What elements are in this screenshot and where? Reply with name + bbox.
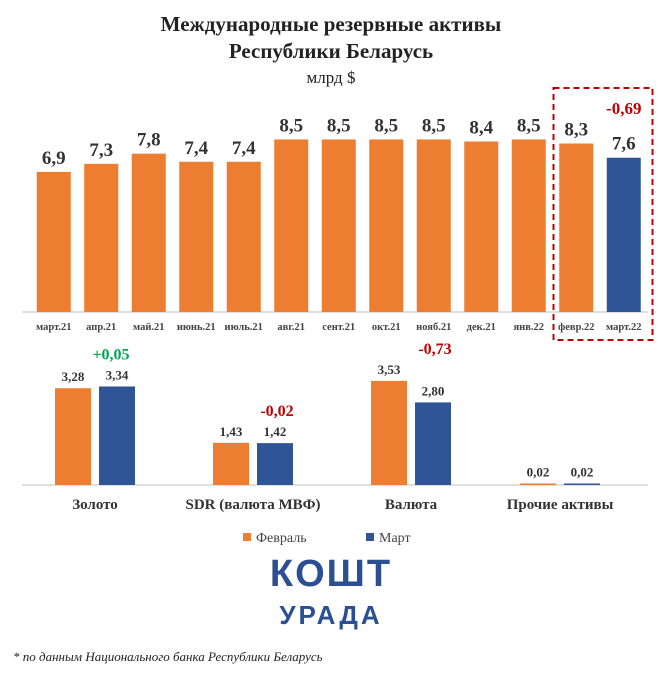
value-label: 3,53 xyxy=(378,362,401,377)
bar-янв.22 xyxy=(511,139,546,312)
tick-label: сент.21 xyxy=(322,322,355,333)
change-label: -0,02 xyxy=(260,403,293,420)
change-label: -0,69 xyxy=(606,99,641,118)
value-label: 8,5 xyxy=(327,115,351,136)
bar-SDR (валюта МВФ)-Февраль xyxy=(213,442,249,485)
bar-SDR (валюта МВФ)-Март xyxy=(257,443,293,485)
value-label: 8,4 xyxy=(469,117,493,138)
tick-label: февр.22 xyxy=(558,322,595,333)
value-label: 7,8 xyxy=(137,130,161,151)
logo: КОШТ xyxy=(0,553,662,596)
value-label: 8,5 xyxy=(517,115,541,136)
structure-chart: 3,28 3,34 +0,05 Золото 1,43 1,42 -0,02 SDR (вал… xyxy=(22,341,648,513)
tick-label: янв.22 xyxy=(513,322,544,333)
bar-авг.21 xyxy=(274,139,309,312)
bar-нояб.21 xyxy=(416,139,451,312)
bar-сент.21 xyxy=(321,139,356,312)
tick-label: март.22 xyxy=(606,322,642,333)
bar-Золото-Март xyxy=(99,386,135,485)
value-label: 7,3 xyxy=(89,140,113,161)
category-label: Прочие активы xyxy=(507,497,614,513)
value-label: 1,42 xyxy=(264,424,287,439)
unit-label: млрд $ xyxy=(306,68,356,87)
footnote: * по данным Национального банка Республи… xyxy=(13,649,323,664)
bar-июнь.21 xyxy=(179,161,214,312)
tick-label: март.21 xyxy=(36,322,72,333)
value-label: 8,5 xyxy=(374,115,398,136)
value-label: 8,3 xyxy=(564,120,588,141)
value-label: 0,02 xyxy=(571,465,594,480)
value-label: 8,5 xyxy=(279,115,303,136)
logo-bottom-text: УРАДА xyxy=(279,600,383,630)
value-label: 6,9 xyxy=(42,148,66,169)
chart-area: 6,9 март.21 7,3 апр.21 7,8 май.21 7,4 июнь.21 7,… xyxy=(22,87,654,546)
tick-label: окт.21 xyxy=(372,322,401,333)
bar-дек.21 xyxy=(464,141,499,312)
tick-label: авг.21 xyxy=(277,322,305,333)
tick-label: апр.21 xyxy=(86,322,116,333)
value-label: 8,5 xyxy=(422,115,446,136)
highlight-box xyxy=(552,87,654,341)
bar-июль.21 xyxy=(226,161,261,312)
value-label: 1,43 xyxy=(220,424,243,439)
logo-top-text: КОШТ xyxy=(269,553,393,595)
bar-Прочие активы-Февраль xyxy=(520,483,556,485)
value-label: 3,34 xyxy=(106,367,129,382)
legend: Февраль Март xyxy=(243,531,411,546)
value-label: 2,80 xyxy=(422,383,445,398)
bar-Прочие активы-Март xyxy=(564,483,600,485)
bar-Валюта-Февраль xyxy=(371,380,407,485)
value-label: 0,02 xyxy=(527,465,550,480)
legend-swatch xyxy=(366,533,374,541)
bar-февр.22 xyxy=(559,143,594,312)
monthly-reserves-chart: 6,9 март.21 7,3 апр.21 7,8 май.21 7,4 июнь.21 7,… xyxy=(22,87,654,341)
change-label: -0,73 xyxy=(418,341,451,358)
tick-label: нояб.21 xyxy=(416,322,451,333)
tick-label: май.21 xyxy=(133,322,165,333)
bar-Золото-Февраль xyxy=(55,388,91,485)
tick-label: дек.21 xyxy=(467,322,496,333)
bar-Валюта-Март xyxy=(415,402,451,485)
category-label: Валюта xyxy=(385,497,438,513)
chart-title-line2: Республики Беларусь xyxy=(228,39,434,63)
tick-label: июль.21 xyxy=(225,322,263,333)
bar-май.21 xyxy=(131,153,166,312)
legend-label: Февраль xyxy=(256,531,307,546)
change-label: +0,05 xyxy=(92,346,129,363)
bar-март.22 xyxy=(606,157,641,312)
bar-окт.21 xyxy=(369,139,404,312)
value-label: 3,28 xyxy=(62,369,85,384)
category-label: SDR (валюта МВФ) xyxy=(185,497,320,513)
value-label: 7,4 xyxy=(184,138,208,159)
legend-label: Март xyxy=(379,531,411,546)
category-label: Золото xyxy=(72,497,118,513)
legend-swatch xyxy=(243,533,251,541)
tick-label: июнь.21 xyxy=(177,322,216,333)
value-label: 7,6 xyxy=(612,134,636,155)
bar-апр.21 xyxy=(84,163,119,312)
chart-title-line1: Международные резервные активы xyxy=(160,12,502,36)
bar-март.21 xyxy=(36,171,71,312)
value-label: 7,4 xyxy=(232,138,256,159)
